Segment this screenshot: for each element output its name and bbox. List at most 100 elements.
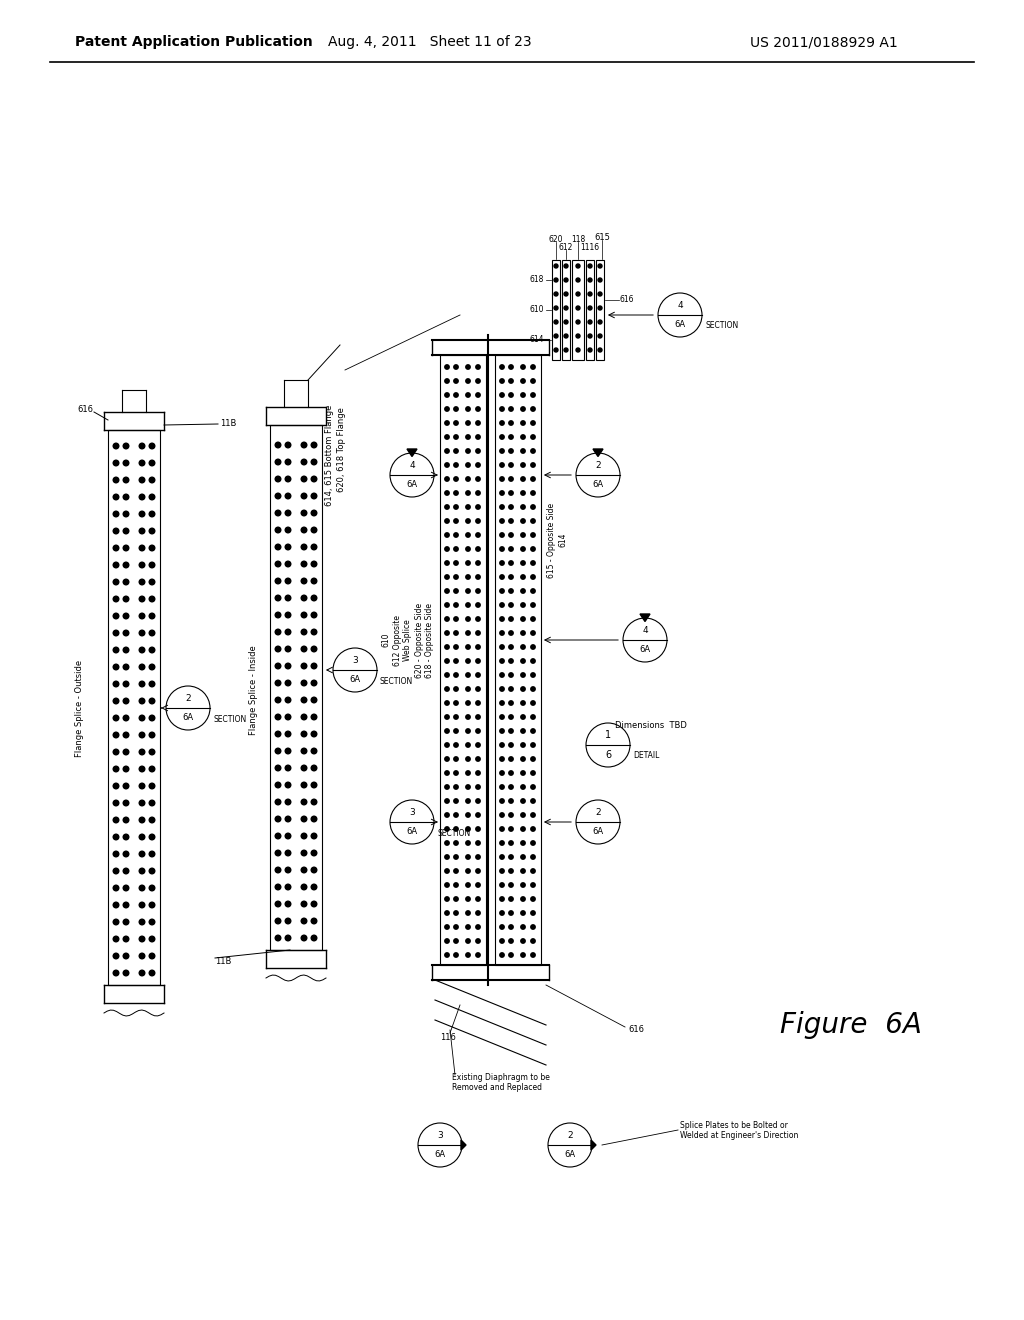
Circle shape [114, 851, 119, 857]
Circle shape [275, 766, 281, 771]
Circle shape [114, 597, 119, 602]
Circle shape [466, 379, 470, 383]
Circle shape [476, 434, 480, 440]
Circle shape [521, 673, 525, 677]
Circle shape [123, 851, 129, 857]
Circle shape [500, 896, 504, 902]
Circle shape [123, 715, 129, 721]
Circle shape [123, 869, 129, 874]
Text: 116: 116 [440, 1032, 456, 1041]
Text: Patent Application Publication: Patent Application Publication [75, 36, 312, 49]
Circle shape [150, 800, 155, 805]
Circle shape [275, 783, 281, 788]
Text: Flange Splice - Outside: Flange Splice - Outside [76, 660, 85, 756]
Circle shape [275, 477, 281, 482]
Circle shape [598, 348, 602, 352]
Circle shape [575, 264, 580, 268]
Text: 4: 4 [677, 301, 683, 310]
Circle shape [301, 816, 307, 822]
Circle shape [530, 799, 536, 803]
Text: 2: 2 [185, 693, 190, 702]
Circle shape [150, 630, 155, 636]
Circle shape [139, 953, 144, 958]
Circle shape [476, 407, 480, 412]
Circle shape [500, 421, 504, 425]
Text: 2: 2 [595, 461, 601, 470]
Circle shape [275, 630, 281, 635]
Circle shape [114, 715, 119, 721]
Circle shape [286, 511, 291, 516]
Circle shape [444, 939, 450, 944]
Circle shape [150, 664, 155, 669]
Text: 618: 618 [529, 276, 544, 285]
Circle shape [476, 715, 480, 719]
Text: 6A: 6A [593, 480, 603, 490]
Circle shape [509, 883, 513, 887]
Circle shape [444, 771, 450, 775]
Circle shape [509, 421, 513, 425]
Circle shape [530, 603, 536, 607]
Circle shape [275, 442, 281, 447]
Circle shape [444, 589, 450, 593]
Circle shape [139, 630, 144, 636]
Circle shape [521, 644, 525, 649]
Circle shape [476, 813, 480, 817]
Circle shape [466, 771, 470, 775]
Circle shape [575, 292, 580, 296]
Circle shape [150, 851, 155, 857]
Circle shape [150, 579, 155, 585]
Circle shape [476, 631, 480, 635]
Circle shape [114, 766, 119, 772]
Circle shape [444, 491, 450, 495]
Circle shape [509, 826, 513, 832]
Circle shape [286, 731, 291, 737]
Circle shape [123, 444, 129, 449]
Circle shape [123, 597, 129, 602]
Circle shape [123, 528, 129, 533]
Circle shape [286, 816, 291, 822]
Circle shape [521, 785, 525, 789]
Circle shape [454, 686, 458, 692]
Circle shape [521, 434, 525, 440]
Circle shape [476, 491, 480, 495]
Circle shape [114, 800, 119, 805]
Circle shape [500, 589, 504, 593]
Circle shape [530, 813, 536, 817]
Circle shape [466, 673, 470, 677]
Circle shape [521, 953, 525, 957]
Circle shape [150, 528, 155, 533]
Circle shape [500, 407, 504, 412]
Circle shape [588, 306, 592, 310]
Circle shape [286, 697, 291, 702]
Circle shape [476, 673, 480, 677]
Circle shape [530, 911, 536, 915]
Circle shape [286, 680, 291, 686]
Polygon shape [407, 449, 417, 457]
Circle shape [311, 884, 316, 890]
Circle shape [114, 461, 119, 466]
Circle shape [444, 715, 450, 719]
Text: 614, 615 Bottom Flange: 614, 615 Bottom Flange [326, 404, 335, 506]
Circle shape [530, 574, 536, 579]
Circle shape [286, 544, 291, 550]
Circle shape [588, 319, 592, 323]
Circle shape [521, 883, 525, 887]
Circle shape [521, 504, 525, 510]
Circle shape [476, 616, 480, 622]
Circle shape [454, 743, 458, 747]
Circle shape [444, 925, 450, 929]
Text: 11B: 11B [220, 420, 237, 429]
Circle shape [454, 841, 458, 845]
Circle shape [500, 785, 504, 789]
Circle shape [444, 883, 450, 887]
Text: 620, 618 Top Flange: 620, 618 Top Flange [338, 408, 346, 492]
Circle shape [123, 494, 129, 500]
Circle shape [444, 407, 450, 412]
Circle shape [530, 939, 536, 944]
Circle shape [311, 595, 316, 601]
Circle shape [114, 562, 119, 568]
Circle shape [311, 442, 316, 447]
Circle shape [150, 461, 155, 466]
Circle shape [466, 939, 470, 944]
Text: 616: 616 [628, 1026, 644, 1035]
